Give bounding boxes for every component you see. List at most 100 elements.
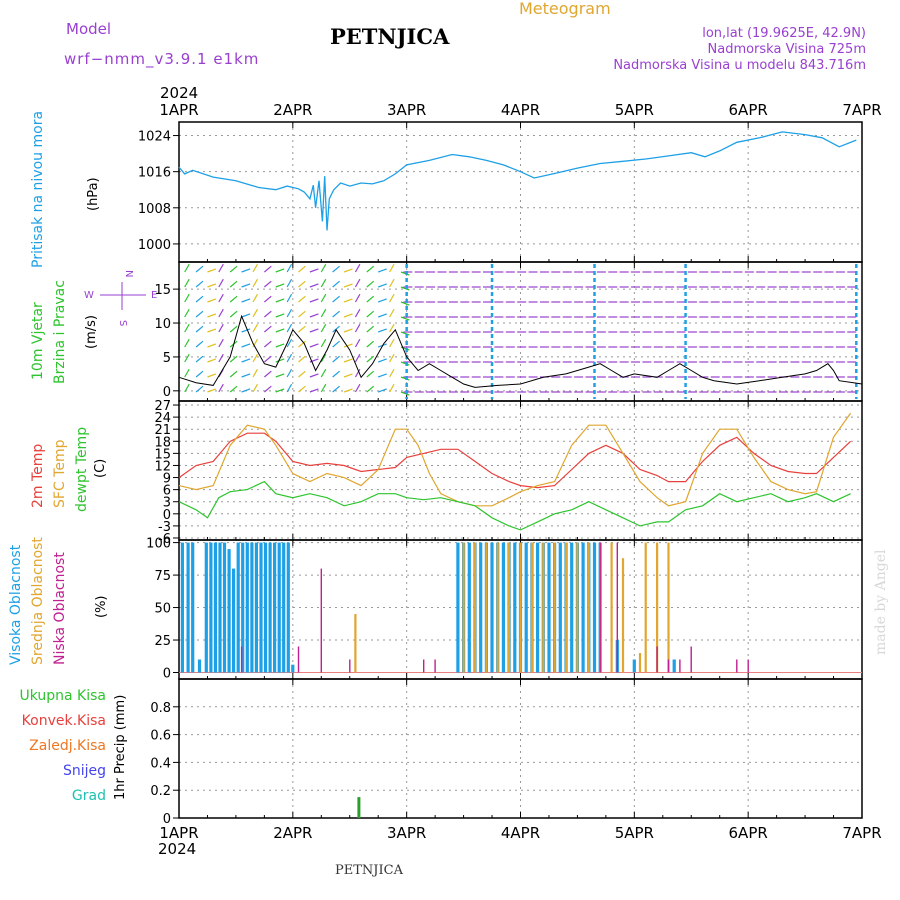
wind-vector (195, 370, 204, 378)
wind-vector (184, 338, 190, 348)
wind-vector (286, 353, 293, 363)
low-cloud-bar (434, 659, 436, 673)
pressure-unit: (hPa) (86, 177, 101, 211)
high-cloud-bar (259, 542, 263, 673)
wind-vector (218, 263, 224, 273)
wind-vector (252, 293, 259, 303)
wind-vector (207, 343, 217, 348)
mid-cloud-bar (530, 542, 533, 673)
mid-cloud-label: Srednja Oblacnost (30, 537, 46, 665)
wind-vector (309, 298, 319, 303)
low-cloud-bar (679, 659, 681, 673)
y-tick-label: 1024 (138, 130, 171, 145)
high-cloud-bar (273, 542, 277, 673)
wind-vector (354, 278, 361, 288)
wind-vector (332, 310, 340, 318)
wind-vector (366, 355, 375, 363)
temp-unit: (C) (93, 459, 108, 478)
y-tick-label: 1008 (138, 202, 171, 217)
wind-vector (320, 263, 327, 273)
precip-panel: 0 0.2 0.4 0.6 0.8 (150, 678, 863, 827)
wind-vector (275, 298, 285, 303)
mid-cloud-bar (462, 542, 465, 673)
low-cloud-bar (349, 659, 351, 673)
high-cloud-bar (547, 542, 551, 673)
wind-vector (286, 263, 293, 273)
wind-vector (241, 298, 251, 303)
high-cloud-bar (180, 542, 184, 673)
wind-vector (332, 280, 340, 288)
wind-side-labels: 10m Vjetar Brzina i Pravac (m/s) N S W E (30, 270, 157, 384)
wind-vector (309, 343, 319, 348)
wind-vector (263, 280, 272, 288)
low-cloud-bar (616, 542, 618, 673)
year-bottom: 2024 (158, 840, 196, 858)
wind-vector (195, 280, 204, 288)
wind-vector (286, 338, 293, 348)
pressure-side-labels: Pritisak na nivou mora (hPa) (30, 111, 101, 268)
wind-vector (389, 368, 395, 378)
total-rain-label: Ukupna Kisa (19, 688, 106, 704)
wind-vector (343, 358, 353, 363)
y-tick-label: 3 (163, 496, 171, 511)
wind-vector (378, 283, 387, 288)
wind-vector (286, 278, 293, 288)
wind-vector (207, 298, 217, 303)
high-cloud-bar (197, 659, 202, 673)
wind-vector (275, 373, 285, 378)
wind-vector (298, 295, 306, 303)
wind-vector (275, 388, 285, 393)
wind-vector (195, 385, 204, 393)
wind-vector (298, 325, 306, 333)
high-cloud-bar (204, 542, 208, 673)
wind-vector (378, 268, 387, 273)
precip-unit: 1hr Precip (mm) (113, 695, 128, 800)
wind-vector (184, 278, 190, 288)
high-cloud-bar (245, 542, 249, 673)
wind-vector (389, 383, 395, 393)
wind-vector (389, 263, 395, 273)
high-cloud-bar (286, 542, 290, 673)
wind-vector (195, 325, 204, 333)
wind-vector (366, 265, 375, 273)
high-cloud-bar (558, 542, 562, 673)
wind-vector (400, 271, 410, 276)
wind-vector (298, 355, 306, 363)
wind-vector (309, 283, 319, 288)
y-tick-label: 27 (154, 399, 171, 414)
wind-vector (263, 295, 272, 303)
wind-vector (400, 391, 410, 396)
wind-vector (218, 323, 224, 333)
wind-vector (218, 353, 224, 363)
panel-border (178, 121, 863, 263)
high-cloud-bar (227, 549, 231, 673)
wind-vector (389, 338, 395, 348)
wind-vector (241, 328, 251, 333)
pressure-label: Pritisak na nivou mora (30, 111, 46, 268)
compass-north: N (123, 270, 134, 277)
precip-side-labels: Ukupna Kisa Konvek.Kisa Zaledj.Kisa Snij… (19, 688, 128, 804)
wind-vector (389, 353, 395, 363)
wind-vector (263, 370, 272, 378)
wind-vector (400, 301, 410, 306)
date-label-bottom: 2APR (273, 824, 312, 842)
high-cloud-bar (592, 542, 597, 673)
wind-vector (184, 383, 190, 393)
sfc-temp-line (178, 412, 852, 507)
wind-vector (286, 293, 293, 303)
wind-vector (263, 355, 272, 363)
date-label-top: 1APR (159, 101, 198, 119)
snow-label: Snijeg (63, 763, 106, 779)
wind-vector (229, 265, 238, 273)
wind-vector (309, 328, 319, 333)
wind-vector (252, 368, 259, 378)
compass-icon: N S W E (84, 270, 157, 326)
mid-cloud-bar (496, 542, 499, 673)
wind-vector (332, 265, 340, 273)
panel-border (178, 400, 863, 541)
wind-vector (252, 323, 259, 333)
compass-south: S (117, 320, 128, 326)
wind-panel: 0 5 10 15 (154, 261, 863, 402)
wind-vector (320, 308, 327, 318)
